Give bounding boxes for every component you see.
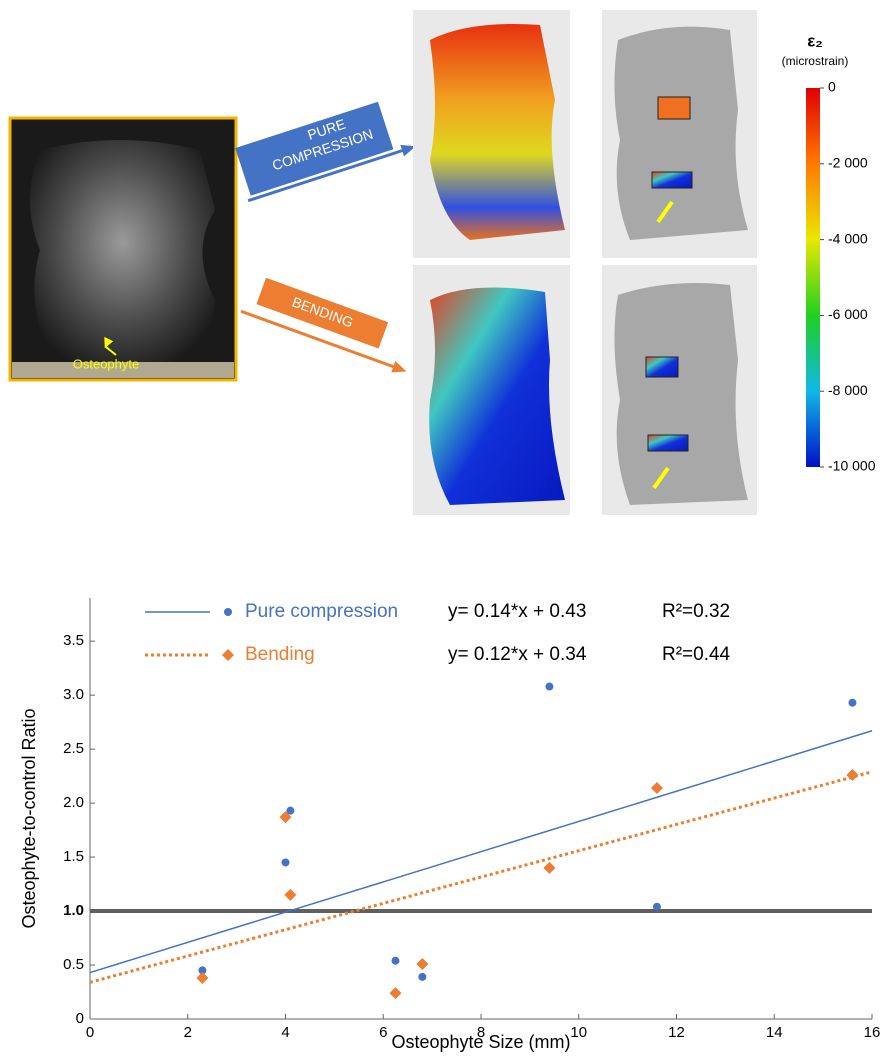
colorbar [806,88,820,467]
x-tick-label: 2 [184,1024,192,1041]
fit-line [90,731,872,973]
marker [418,973,426,981]
marker [391,957,399,965]
y-tick-label: 2.0 [63,794,84,811]
marker [224,608,232,616]
marker [846,769,858,781]
x-tick-label: 16 [864,1024,881,1041]
x-tick-label: 4 [281,1024,289,1041]
marker [389,987,401,999]
fit-equation: y= 0.14*x + 0.43 [448,601,586,622]
y-tick-label: 2.5 [63,740,84,757]
fit-r2: R²=0.44 [662,644,731,665]
marker [848,699,856,707]
surface [614,283,748,505]
marker [282,858,290,866]
y-tick-label: 0.5 [63,956,84,973]
figure: Osteophyte PURE COMPRESSION BENDING ε₂ (… [0,0,885,1058]
region [648,435,688,451]
marker [651,782,663,794]
region [646,357,678,377]
region [658,97,690,119]
colorbar-tick-label: 0 [828,79,836,95]
x-tick-label: 6 [379,1024,387,1041]
colorbar-tick-label: -6 000 [828,306,868,322]
vertebra-photo [30,140,215,368]
marker [284,889,296,901]
marker [653,903,661,911]
x-tick-label: 14 [766,1024,783,1041]
marker [545,683,553,691]
region [652,172,692,188]
colorbar-tick-label: -2 000 [828,155,868,171]
colorbar-unit: (microstrain) [782,54,849,68]
arrow-bending [239,274,420,377]
surface [614,27,748,240]
marker [543,862,555,874]
colorbar-tick-label: -8 000 [828,382,868,398]
y-tick-label: 3.5 [63,632,84,649]
fit-equation: y= 0.12*x + 0.34 [448,644,587,665]
x-tick-label: 10 [570,1024,587,1041]
legend-label: Pure compression [245,601,398,622]
y-axis-label: Osteophyte-to-control Ratio [19,708,39,928]
y-tick-label: 0 [76,1010,84,1027]
y-tick-label: 1.5 [63,848,84,865]
strain-map [430,24,565,240]
marker [196,972,208,984]
y-tick-label: 3.0 [63,686,84,703]
x-axis-label: Osteophyte Size (mm) [391,1032,570,1052]
colorbar-title: ε₂ [807,31,823,50]
marker [416,958,428,970]
x-tick-label: 0 [86,1024,94,1041]
x-tick-label: 12 [668,1024,685,1041]
y-tick-label: 1.0 [63,902,84,919]
fit-line [90,772,872,983]
legend-label: Bending [245,644,315,665]
fit-r2: R²=0.32 [662,601,730,622]
marker [222,649,234,661]
strain-map [429,288,565,506]
photo-label: Osteophyte [73,356,140,371]
colorbar-tick-label: -10 000 [828,458,876,474]
colorbar-tick-label: -4 000 [828,230,868,246]
